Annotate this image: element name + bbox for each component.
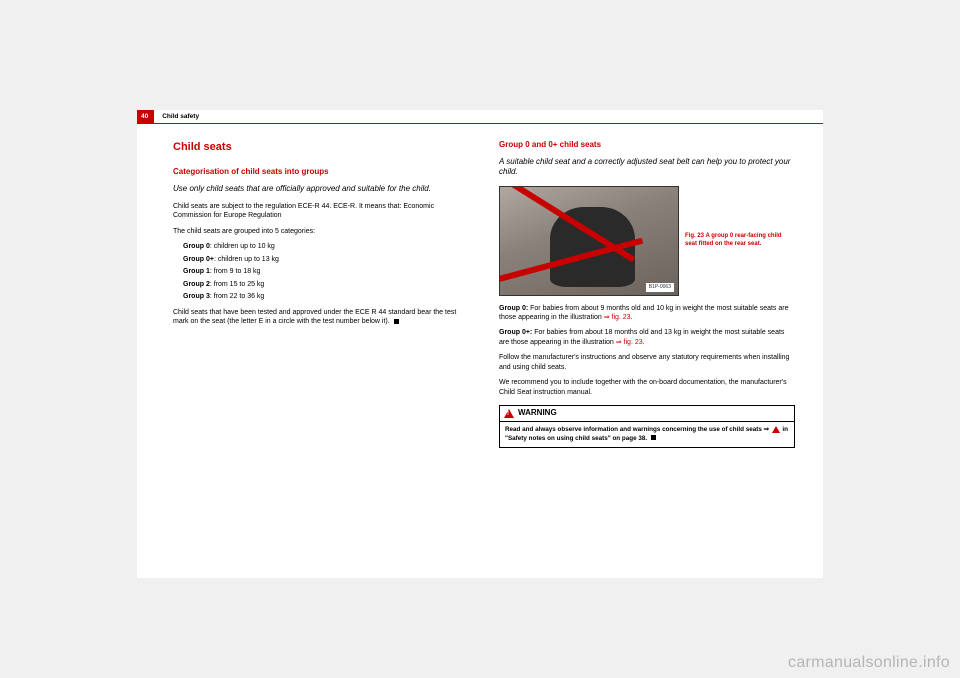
left-lead: Use only child seats that are officially… bbox=[173, 184, 469, 194]
group-2: Group 2: from 15 to 25 kg bbox=[183, 280, 469, 289]
fig-ref-2: ⇒ fig. 23 bbox=[616, 339, 643, 346]
left-column: Child seats Categorisation of child seat… bbox=[173, 140, 469, 448]
group-0-desc: : children up to 10 kg bbox=[210, 243, 275, 250]
group-0plus: Group 0+: children up to 13 kg bbox=[183, 255, 469, 264]
group-1-desc: : from 9 to 18 kg bbox=[210, 268, 261, 275]
right-p1: Group 0: For babies from about 9 months … bbox=[499, 304, 795, 323]
group-0plus-name: Group 0+ bbox=[183, 256, 214, 263]
group-2-desc: : from 15 to 25 kg bbox=[210, 281, 264, 288]
warning-title: WARNING bbox=[518, 408, 557, 419]
right-p2-end: . bbox=[643, 339, 645, 346]
group-2-name: Group 2 bbox=[183, 281, 210, 288]
group-0-name: Group 0 bbox=[183, 243, 210, 250]
right-p2-label: Group 0+: bbox=[499, 329, 534, 336]
end-marker-icon bbox=[394, 319, 399, 324]
group-3-name: Group 3 bbox=[183, 293, 210, 300]
warning-triangle-icon bbox=[504, 409, 514, 418]
page-header: 40 Child safety bbox=[137, 110, 823, 124]
figure-caption: Fig. 23 A group 0 rear-facing child seat… bbox=[685, 233, 795, 248]
group-0plus-desc: : children up to 13 kg bbox=[214, 256, 279, 263]
warning-header: WARNING bbox=[500, 406, 794, 422]
figure-code: B1P-0063 bbox=[646, 283, 674, 292]
group-1: Group 1: from 9 to 18 kg bbox=[183, 267, 469, 276]
right-lead: A suitable child seat and a correctly ad… bbox=[499, 157, 795, 178]
watermark: carmanualsonline.info bbox=[788, 654, 950, 672]
left-p1: Child seats are subject to the regulatio… bbox=[173, 202, 469, 221]
left-p3-text: Child seats that have been tested and ap… bbox=[173, 309, 456, 325]
group-1-name: Group 1 bbox=[183, 268, 210, 275]
content-columns: Child seats Categorisation of child seat… bbox=[137, 124, 823, 448]
right-p1-end: . bbox=[631, 314, 633, 321]
right-p1-text: For babies from about 9 months old and 1… bbox=[499, 305, 789, 321]
figure-block: B1P-0063 Fig. 23 A group 0 rear-facing c… bbox=[499, 186, 795, 296]
section-title: Child seats bbox=[173, 140, 469, 155]
warning-text-a: Read and always observe information and … bbox=[505, 426, 769, 433]
left-p2: The child seats are grouped into 5 categ… bbox=[173, 227, 469, 236]
right-p3: Follow the manufacturer's instructions a… bbox=[499, 353, 795, 372]
left-subtitle: Categorisation of child seats into group… bbox=[173, 167, 469, 178]
group-0: Group 0: children up to 10 kg bbox=[183, 242, 469, 251]
figure-image: B1P-0063 bbox=[499, 186, 679, 296]
right-subtitle: Group 0 and 0+ child seats bbox=[499, 140, 795, 151]
right-p1-label: Group 0: bbox=[499, 305, 530, 312]
right-column: Group 0 and 0+ child seats A suitable ch… bbox=[499, 140, 795, 448]
warning-body: Read and always observe information and … bbox=[500, 422, 794, 447]
header-section-title: Child safety bbox=[162, 113, 199, 120]
right-p2: Group 0+: For babies from about 18 month… bbox=[499, 328, 795, 347]
group-3-desc: : from 22 to 36 kg bbox=[210, 293, 264, 300]
group-3: Group 3: from 22 to 36 kg bbox=[183, 292, 469, 301]
inline-warning-icon bbox=[772, 426, 780, 433]
left-p3: Child seats that have been tested and ap… bbox=[173, 308, 469, 327]
right-p4: We recommend you to include together wit… bbox=[499, 378, 795, 397]
manual-page: 40 Child safety Child seats Categorisati… bbox=[137, 110, 823, 578]
warning-box: WARNING Read and always observe informat… bbox=[499, 405, 795, 448]
fig-ref-1: ⇒ fig. 23 bbox=[604, 314, 631, 321]
page-number: 40 bbox=[137, 110, 154, 123]
end-marker-icon-2 bbox=[651, 435, 656, 440]
